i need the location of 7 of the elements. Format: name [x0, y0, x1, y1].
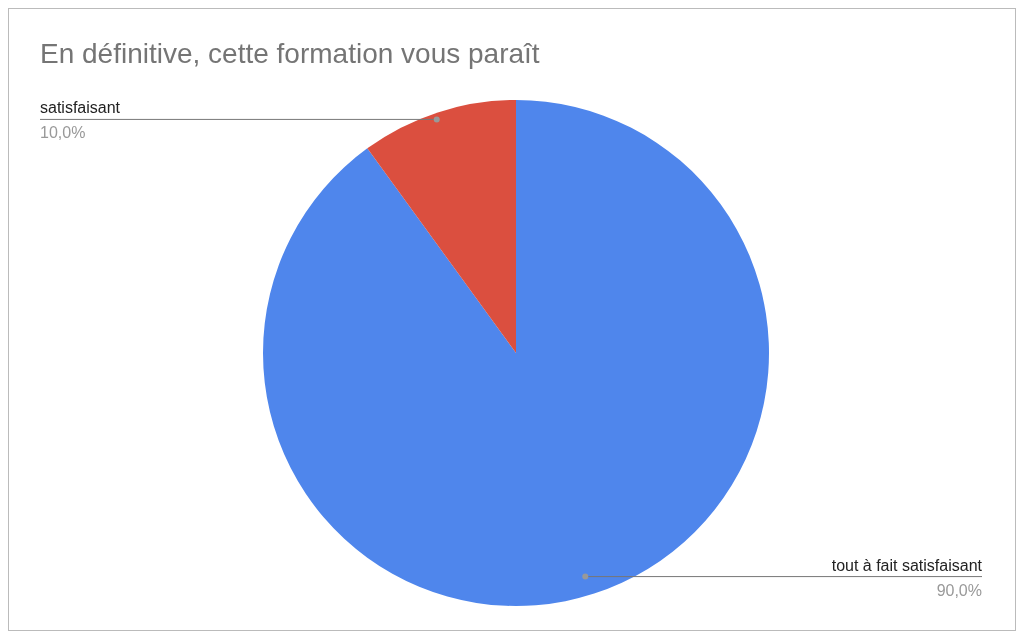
- slice-label: satisfaisant: [40, 99, 121, 117]
- chart-title: En définitive, cette formation vous paraît: [40, 38, 540, 70]
- data-label: 10,0%: [40, 124, 86, 142]
- data-label: 90,0%: [936, 581, 982, 599]
- slice-label: tout à fait satisfaisant: [831, 556, 983, 574]
- pie-slice: [263, 100, 769, 606]
- pie-slice: [367, 100, 516, 353]
